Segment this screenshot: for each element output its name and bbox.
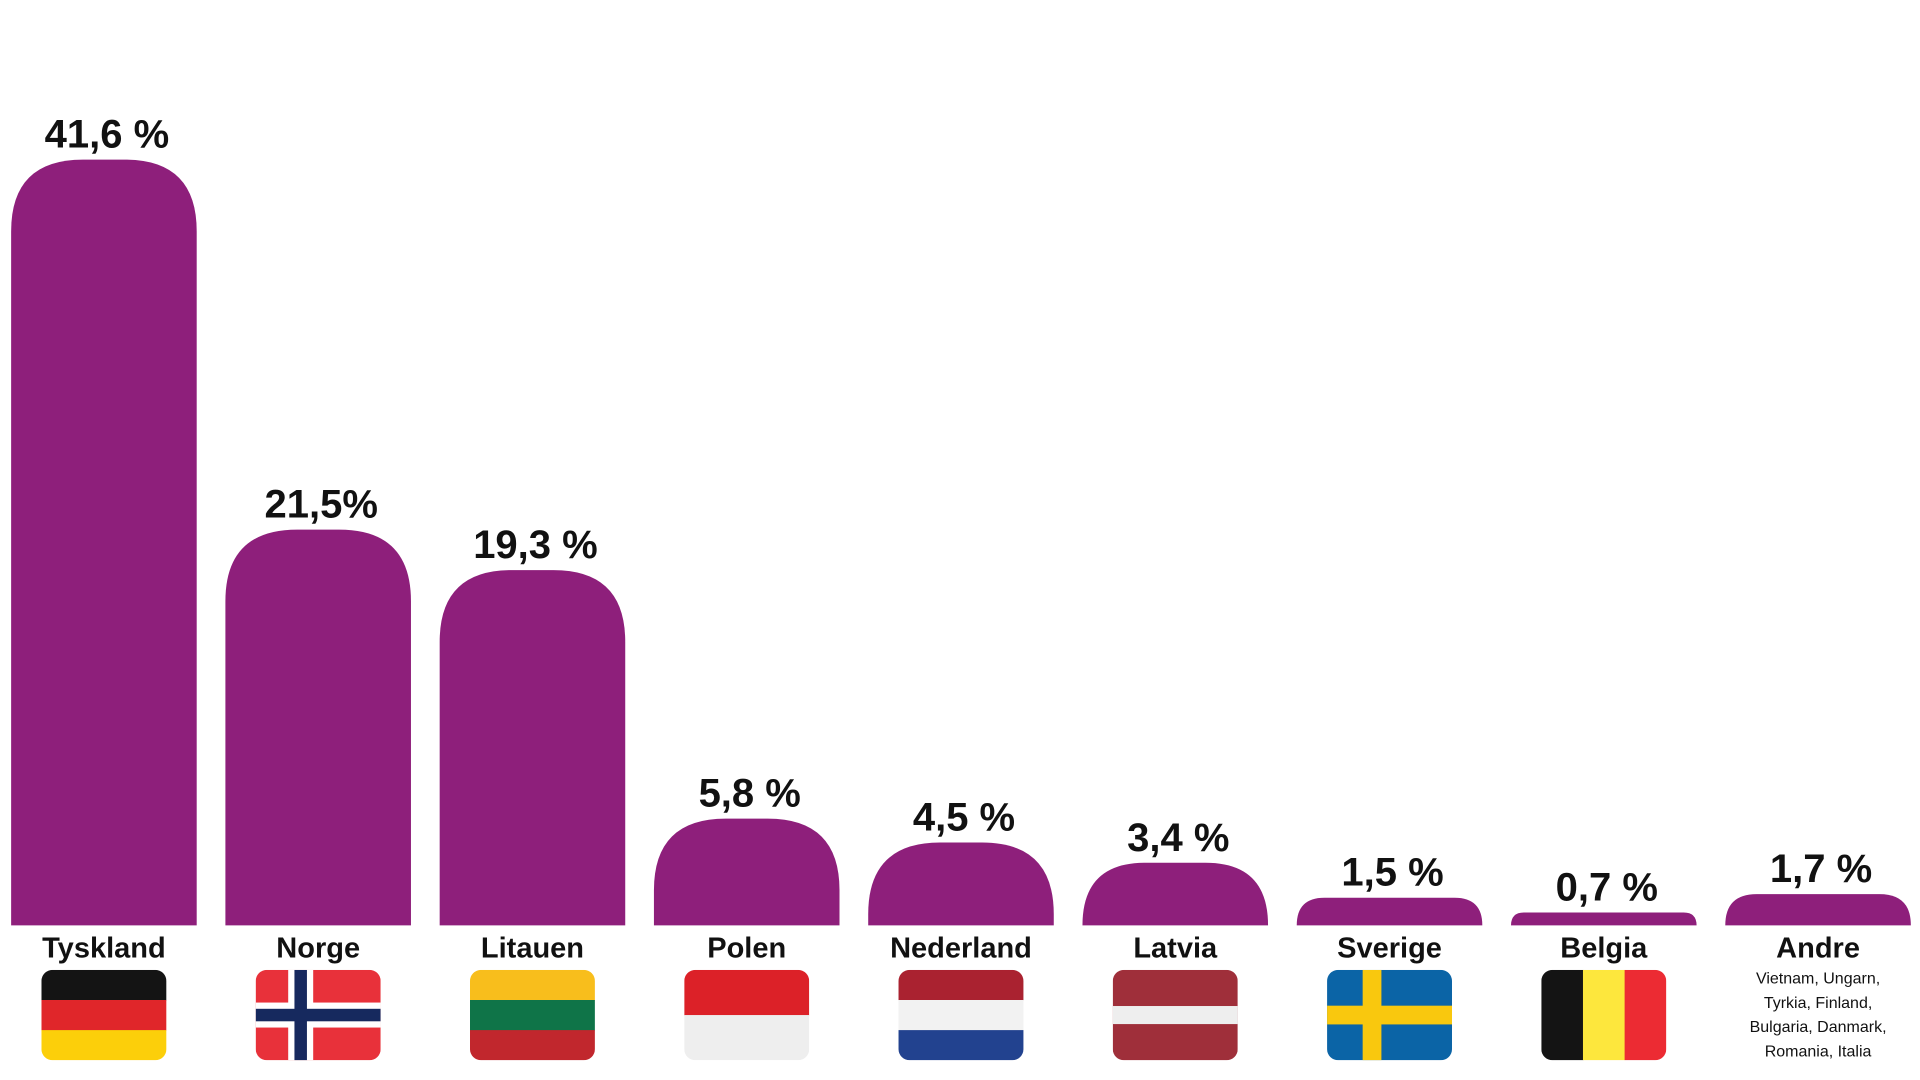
- norway-flag-icon: [255, 969, 381, 1061]
- poland-flag-icon: [684, 969, 810, 1061]
- other-countries-line: Vietnam, Ungarn,: [1756, 971, 1880, 988]
- bar-belgia: [1511, 912, 1697, 926]
- latvia-flag-icon: [1112, 969, 1238, 1061]
- category-label: Tyskland: [42, 933, 166, 965]
- category-label: Litauen: [481, 933, 584, 965]
- germany-flag-icon: [41, 969, 167, 1061]
- value-label: 3,4 %: [1127, 816, 1229, 860]
- bar-andre: [1725, 894, 1911, 926]
- other-countries-line: Bulgaria, Danmark,: [1750, 1019, 1887, 1036]
- value-label: 19,3 %: [473, 523, 598, 567]
- bar-sverige: [1296, 897, 1483, 926]
- category-label: Sverige: [1337, 933, 1442, 965]
- bars-group: [11, 159, 1911, 926]
- category-label: Latvia: [1133, 933, 1218, 965]
- value-label: 0,7 %: [1556, 865, 1658, 909]
- category-label: Polen: [707, 933, 786, 965]
- belgium-flag-icon: [1541, 969, 1667, 1061]
- category-label: Norge: [276, 933, 360, 965]
- value-label: 21,5%: [264, 483, 377, 527]
- lithuania-flag-icon: [469, 969, 595, 1061]
- value-label: 4,5 %: [913, 796, 1015, 840]
- bar-litauen: [439, 570, 626, 926]
- labels-group: 41,6 % Tyskland 21,5% Norge 19,3 % Litauen 5,8…: [42, 113, 1872, 965]
- value-label: 1,5 %: [1341, 851, 1443, 895]
- category-label: Belgia: [1560, 933, 1648, 965]
- bar-polen: [653, 818, 840, 926]
- netherlands-flag-icon: [898, 969, 1024, 1061]
- category-label: Nederland: [890, 933, 1032, 965]
- category-label: Andre: [1776, 933, 1860, 965]
- bar-norge: [225, 529, 411, 926]
- flags-group: [41, 969, 1667, 1061]
- sweden-flag-icon: [1327, 969, 1452, 1061]
- value-label: 5,8 %: [699, 772, 801, 816]
- other-countries-note: Vietnam, Ungarn, Tyrkia, Finland, Bulgaria…: [1750, 971, 1887, 1061]
- value-label: 41,6 %: [45, 113, 170, 157]
- value-label: 1,7 %: [1770, 847, 1872, 891]
- bar-latvia: [1082, 862, 1269, 926]
- bar-nederland: [868, 842, 1054, 926]
- other-countries-line: Romania, Italia: [1765, 1044, 1872, 1061]
- other-countries-line: Tyrkia, Finland,: [1764, 995, 1872, 1012]
- bar-tyskland: [11, 159, 197, 926]
